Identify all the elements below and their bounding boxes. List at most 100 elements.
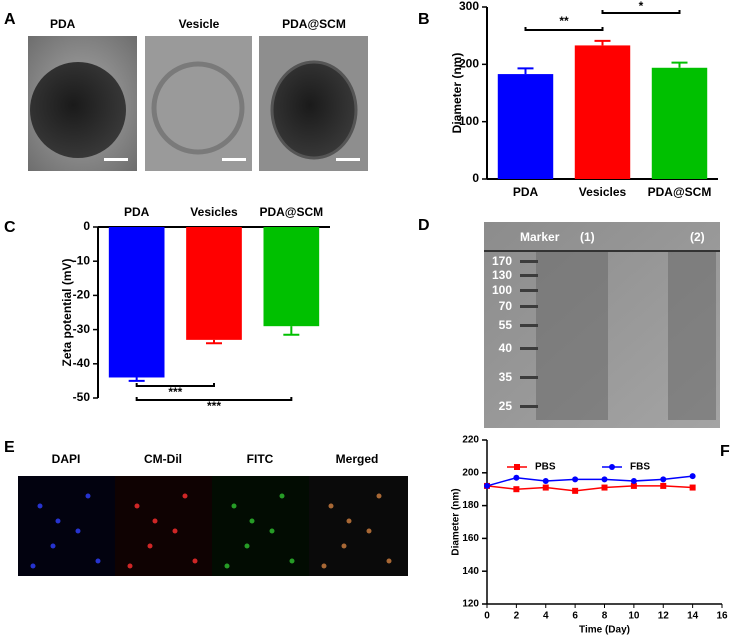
cell [231,503,237,509]
marker-label: 100 [492,283,512,297]
cell [127,563,133,569]
cell [328,503,334,509]
marker-label: 170 [492,254,512,268]
x-tick-label: 16 [716,611,728,622]
error-bar [283,326,300,336]
error-bar [128,377,145,382]
cell [75,528,81,534]
legend-label: FBS [630,462,650,473]
category-label: PDA [513,185,539,199]
panel-label: D [418,217,430,234]
lane-label: (1) [580,230,595,244]
x-tick-label: 0 [484,611,490,622]
y-axis-label: Diameter (nm) [451,488,462,555]
y-tick-label: 100 [459,114,479,128]
significance-line [524,27,604,31]
bar [574,45,631,180]
error-bar [206,339,222,345]
cell [30,563,36,569]
cell [269,528,275,534]
y-tick-label: -40 [73,356,91,370]
x-tick-label: 8 [602,611,608,622]
y-tick-label: 200 [462,467,479,478]
significance-label: * [639,0,644,13]
marker [572,487,579,494]
marker [689,473,696,480]
x-tick-label: 10 [628,611,640,622]
x-axis-label: Time (Day) [579,625,630,636]
image-title: PDA [50,17,76,31]
gel-band [520,274,538,277]
y-tick-label: 180 [462,500,479,511]
x-tick-label: 2 [514,611,520,622]
gel-lane [536,250,608,420]
marker-label: 35 [499,370,513,384]
bar [651,67,708,179]
cell [182,493,188,499]
cell [192,558,198,564]
legend-label: PBS [535,462,556,473]
gel-band [520,376,538,379]
tem-image [145,36,252,171]
cell [224,563,230,569]
chart-bar: B 0 100 200 300 Diameter (nm) PDA Vesicles PDA@S… [418,0,718,199]
x-tick-label: 6 [572,611,578,622]
cell [147,543,153,549]
y-tick-label: 120 [462,599,479,610]
fluor-image [309,476,408,576]
y-tick-label: -10 [73,253,91,267]
marker-label: 130 [492,268,512,282]
cell [134,503,140,509]
series-line [486,485,693,492]
marker [484,482,490,489]
y-tick-label: 0 [472,171,479,185]
category-label: PDA [124,205,150,219]
marker [601,476,608,483]
marker [601,484,608,491]
marker-label: 25 [499,399,513,413]
cell [346,518,352,524]
category-label: PDA@SCM [259,205,323,219]
marker [630,482,637,489]
image-title: FITC [247,452,274,466]
category-label: PDA@SCM [648,185,712,199]
cells [30,493,392,569]
cell [376,493,382,499]
lane-label: (2) [690,230,705,244]
error-bar [594,39,611,46]
cell [152,518,158,524]
marker [513,486,520,493]
scale-bar [336,158,360,161]
cell [37,503,43,509]
marker-label: 70 [499,299,513,313]
panel-label: C [4,219,16,236]
cell [244,543,250,549]
cell [289,558,295,564]
gel-band [520,260,538,263]
scale-bar [104,158,128,161]
significance-label: *** [168,385,182,399]
y-tick-label: -20 [73,288,91,302]
bar [186,227,242,340]
panel-e: E DAPI CM-Dil FITC Merged [4,439,408,576]
chart-bar: C 0 -10 -20 -30 -40 -50 Zeta potential (mV) PDA V… [4,205,330,413]
bar [263,227,320,327]
marker-label: 40 [499,341,513,355]
marker [542,484,549,491]
cell [366,528,372,534]
gel-band [520,289,538,292]
bar [108,227,165,378]
image-title: PDA@SCM [282,17,346,31]
marker [572,476,579,483]
marker [689,484,696,491]
image-title: DAPI [52,452,81,466]
cell [249,518,255,524]
chart-line: F 120 140 160 180 200 220 Diameter (nm) 0 2 4 6 8 10 1… [451,435,730,636]
significance-label: *** [207,399,221,413]
y-tick-label: 160 [462,533,479,544]
y-axis-label: Zeta potential (mV) [60,258,74,366]
particle [30,62,126,158]
marker [660,482,667,489]
y-tick-label: 300 [459,0,479,13]
